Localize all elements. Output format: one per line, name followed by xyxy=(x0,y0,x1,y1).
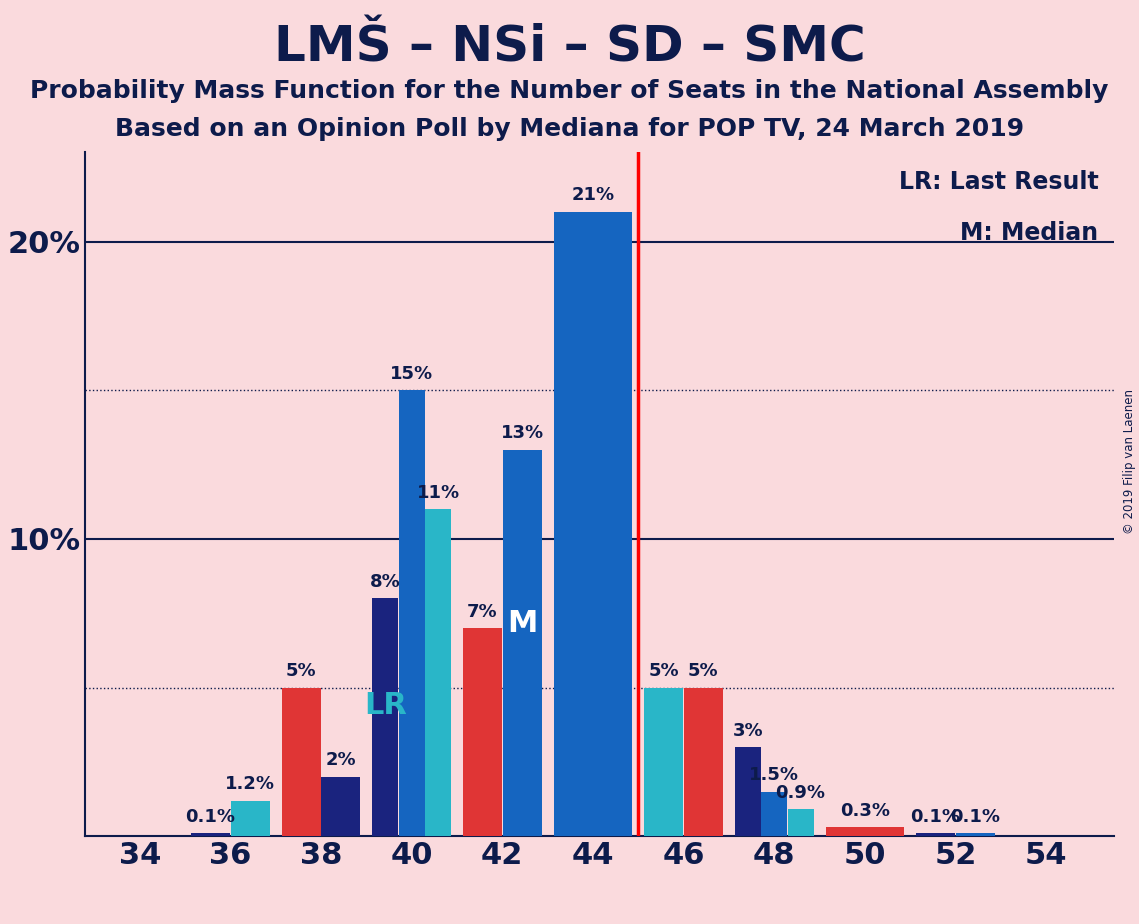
Bar xyxy=(321,777,360,836)
Bar xyxy=(502,450,541,836)
Text: M: M xyxy=(507,609,538,638)
Text: 2%: 2% xyxy=(326,751,357,770)
Bar xyxy=(372,599,399,836)
Text: 21%: 21% xyxy=(572,187,614,204)
Bar xyxy=(231,800,270,836)
Bar xyxy=(281,687,321,836)
Text: Based on an Opinion Poll by Mediana for POP TV, 24 March 2019: Based on an Opinion Poll by Mediana for … xyxy=(115,117,1024,141)
Text: M: Median: M: Median xyxy=(960,221,1098,245)
Text: 13%: 13% xyxy=(500,424,543,443)
Text: 5%: 5% xyxy=(286,663,317,680)
Text: 1.2%: 1.2% xyxy=(226,775,276,793)
Text: 5%: 5% xyxy=(688,663,719,680)
Text: 7%: 7% xyxy=(467,602,498,621)
Bar xyxy=(735,747,761,836)
Bar xyxy=(464,628,502,836)
Text: 5%: 5% xyxy=(648,663,679,680)
Text: 0.1%: 0.1% xyxy=(950,808,1000,826)
Bar xyxy=(916,833,954,836)
Bar xyxy=(645,687,683,836)
Bar xyxy=(554,212,632,836)
Text: 1.5%: 1.5% xyxy=(749,766,800,784)
Text: 8%: 8% xyxy=(370,573,401,591)
Bar xyxy=(425,509,451,836)
Bar xyxy=(761,792,787,836)
Text: 0.3%: 0.3% xyxy=(839,802,890,820)
Text: 0.1%: 0.1% xyxy=(910,808,960,826)
Text: 0.1%: 0.1% xyxy=(186,808,236,826)
Text: LR: LR xyxy=(363,691,407,720)
Text: 3%: 3% xyxy=(732,722,763,739)
Text: Probability Mass Function for the Number of Seats in the National Assembly: Probability Mass Function for the Number… xyxy=(31,79,1108,103)
Bar xyxy=(956,833,994,836)
Bar xyxy=(826,827,903,836)
Text: 15%: 15% xyxy=(390,365,433,383)
Text: © 2019 Filip van Laenen: © 2019 Filip van Laenen xyxy=(1123,390,1137,534)
Text: 0.9%: 0.9% xyxy=(776,784,826,802)
Bar xyxy=(399,390,425,836)
Text: LR: Last Result: LR: Last Result xyxy=(899,170,1098,193)
Text: LMŠ – NSi – SD – SMC: LMŠ – NSi – SD – SMC xyxy=(273,23,866,71)
Bar xyxy=(683,687,723,836)
Text: 11%: 11% xyxy=(417,484,460,502)
Bar xyxy=(787,809,813,836)
Bar xyxy=(191,833,230,836)
